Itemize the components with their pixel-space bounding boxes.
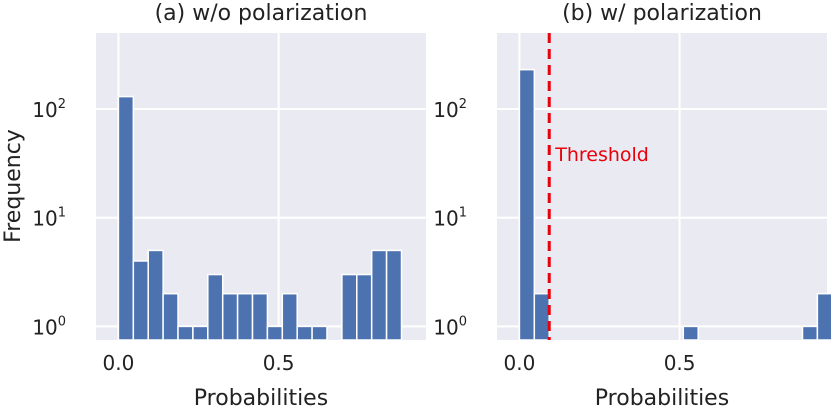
x-tick-label: 0.5 [263, 351, 295, 375]
y-tick-base: 10 [32, 98, 57, 122]
histogram-bar [221, 292, 239, 341]
panel-b-bars [518, 68, 831, 341]
histogram-bar [370, 249, 388, 341]
panel-b-threshold-label: Threshold [554, 144, 649, 166]
y-tick-base: 10 [32, 207, 57, 231]
y-tick-label: 100 [433, 314, 467, 339]
histogram-bar [311, 325, 328, 341]
x-tick-label: 0.0 [103, 351, 135, 375]
y-tick-label: 102 [433, 97, 467, 122]
y-tick-base: 10 [433, 207, 458, 231]
panel-b: Threshold (b) w/ polarization Probabilit… [433, 1, 831, 411]
y-tick-label: 101 [433, 206, 467, 231]
histogram-bar [518, 68, 536, 341]
histogram-bar [281, 292, 298, 341]
histogram-bar [207, 273, 224, 341]
panel-b-xlabel: Probabilities [595, 386, 729, 411]
y-tick-base: 10 [433, 315, 458, 339]
x-tick-label: 0.5 [664, 351, 696, 375]
panel-b-title: (b) w/ polarization [562, 1, 762, 26]
histogram-bar [177, 325, 194, 341]
panel-a-x-tick-labels: 0.0 0.5 [103, 351, 295, 375]
panel-a: (a) w/o polarization Probabilities Frequ… [1, 1, 426, 411]
histogram-bar [147, 249, 164, 341]
histogram-bar [236, 292, 254, 341]
histogram-bar [816, 292, 831, 341]
histogram-bar [162, 292, 179, 341]
y-tick-exponent: 2 [58, 97, 66, 112]
y-tick-exponent: 1 [58, 206, 66, 221]
histogram-bar [385, 249, 403, 341]
histogram-bar [251, 292, 269, 341]
y-tick-base: 10 [32, 315, 57, 339]
panel-a-title: (a) w/o polarization [155, 1, 368, 26]
y-tick-base: 10 [433, 98, 458, 122]
histogram-bar [132, 260, 149, 341]
y-tick-exponent: 0 [58, 314, 66, 329]
y-tick-exponent: 0 [459, 314, 467, 329]
histogram-bar [801, 325, 819, 341]
panel-a-xlabel: Probabilities [194, 386, 328, 411]
y-tick-label: 100 [32, 314, 66, 339]
histogram-bar [192, 325, 209, 341]
y-tick-label: 101 [32, 206, 66, 231]
y-tick-exponent: 2 [459, 97, 467, 112]
panel-a-ylabel: Frequency [1, 129, 26, 243]
panel-b-x-tick-labels: 0.0 0.5 [504, 351, 696, 375]
x-tick-label: 0.0 [504, 351, 536, 375]
histogram-bar [296, 325, 313, 341]
y-tick-exponent: 1 [459, 206, 467, 221]
panel-b-plot-area [497, 33, 827, 340]
histogram-bar [341, 273, 358, 341]
y-tick-label: 102 [32, 97, 66, 122]
histogram-bar [682, 325, 699, 341]
histogram-bar [117, 95, 135, 341]
histogram-bar [266, 325, 284, 341]
histogram-bar [533, 292, 550, 341]
panel-a-bars [117, 95, 403, 341]
histogram-bar [356, 273, 373, 341]
